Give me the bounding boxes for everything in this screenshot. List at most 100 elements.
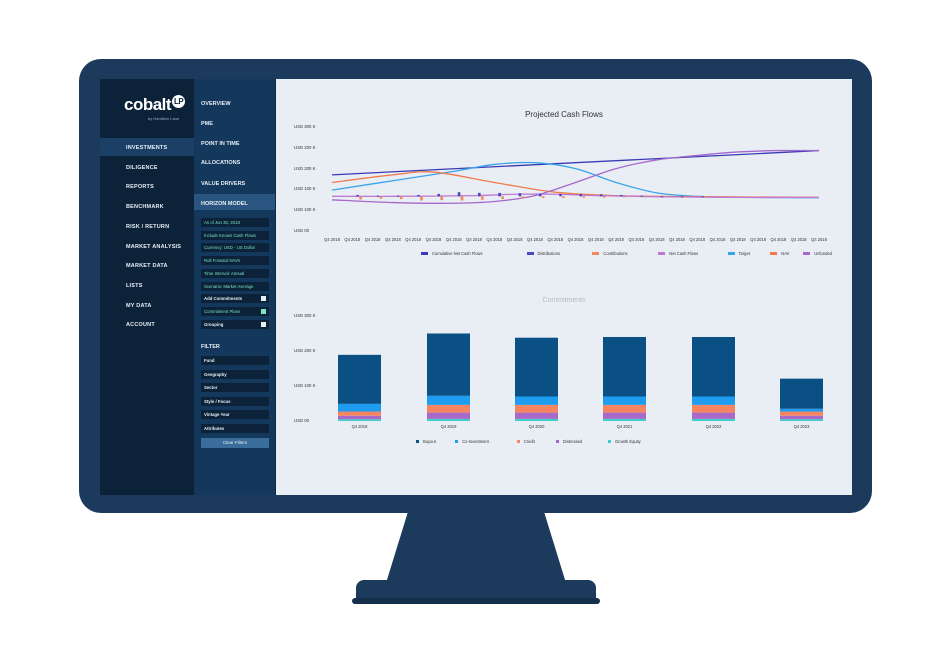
option-as-of-jun-30-2018[interactable]: As of Jun 30, 2018 [201,218,269,227]
option-label: Time Interval: Annual [204,270,245,276]
commitments-legend-buyout[interactable]: Buyout [416,439,436,444]
commitments-x-tick: Q4 2023 [793,424,810,429]
cash-flow-bar-contributions [399,196,403,200]
cash-flow-legend-distributions[interactable]: Distributions [526,251,560,256]
subnav-item-allocations[interactable]: ALLOCATIONS [201,160,241,166]
cash-flow-legend-nav[interactable]: NAV [770,251,789,256]
commitment-bar-buyout [515,337,558,397]
commitment-bar-growth-equity [780,419,823,421]
cash-flow-y-tick: USD 100 K [294,186,316,192]
cash-flow-legend-unfunded[interactable]: Unfunded [803,251,832,256]
sidebar-item-lists[interactable]: LISTS [126,282,143,289]
legend-label: Target [738,251,750,256]
cash-flow-bar-distributions [660,196,664,198]
filter-attributes[interactable]: Attributes [201,423,269,433]
cash-flow-legend-cumulative-net-cash-flows[interactable]: Cumulative Net Cash Flows [421,251,483,256]
option-label: Currency: USD - US Dollar [204,245,256,251]
commitment-bar-growth-equity [603,418,646,421]
cash-flow-legend-target[interactable]: Target [727,251,750,256]
commitment-bar-co-investment [603,396,646,405]
commitments-y-tick: USD 200 K [294,348,316,353]
filter-label: Sector [204,385,218,390]
sidebar-item-account[interactable]: ACCOUNT [126,322,155,329]
cash-flow-bar-distributions [518,193,522,197]
cash-flow-legend-contributions[interactable]: Contributions [592,251,628,256]
legend-swatch [727,252,735,256]
sidebar-item-reports[interactable]: REPORTS [126,184,154,191]
commitments-legend-distressed[interactable]: Distressed [556,439,582,444]
cash-flow-x-tick: Q4 2018 [324,237,340,242]
option-roll-forward-navs[interactable]: Roll Forward NAVs [201,256,269,266]
cash-flow-x-tick: Q4 2018 [445,237,462,242]
monitor-stand-neck [386,513,566,583]
cash-flow-bar-distributions [437,193,441,197]
sidebar-item-market-data[interactable]: MARKET DATA [126,263,168,270]
filter-heading: FILTER [201,344,220,350]
subnav-item-pme[interactable]: PME [201,121,213,127]
cash-flow-x-tick: Q4 2018 [364,237,381,242]
option-add-commitments[interactable]: Add Commitments [201,294,269,304]
clear-filters-button[interactable]: Clear Filters [201,438,269,448]
commitment-bar-co-investment [692,396,735,405]
cash-flow-line-cumulative-net-cash-flows [331,149,820,176]
commitments-legend-growth-equity[interactable]: Growth Equity [608,439,641,444]
option-include-known-cash-flows[interactable]: Include Known Cash Flows [201,230,269,240]
cash-flow-y-tick: USD 200 K [294,144,316,150]
commitment-bar-credit [780,411,823,416]
checkbox-icon[interactable] [261,321,266,327]
commitments-x-tick: Q4 2020 [528,424,545,429]
cash-flow-y-tick: USD 300 K [294,124,316,129]
legend-label: Contributions [603,251,628,256]
filter-style-focus[interactable]: Style / Focus [201,396,269,406]
commitment-bar-distressed [515,412,558,419]
cash-flow-bar-contributions [481,196,484,200]
filter-sector[interactable]: Sector [201,383,269,392]
commitment-bar-buyout [603,337,646,397]
legend-swatch [658,252,666,256]
option-currency-usd-us-dollar[interactable]: Currency: USD - US Dollar [201,243,269,253]
commitments-legend-credit[interactable]: Credit [516,439,535,444]
commitments-x-tick: Q4 2019 [440,424,457,429]
cash-flow-bar-contributions [704,196,707,198]
option-commitment-plans[interactable]: Commitment Plans [201,306,269,316]
cash-flow-bar-contributions [541,196,545,199]
active-sidebar-highlight [100,138,194,156]
cobalt-logo[interactable]: cobalt LP [124,95,186,115]
subnav-item-value-drivers[interactable]: VALUE DRIVERS [201,181,246,187]
charts-canvas [331,149,823,421]
sidebar-item-risk-return[interactable]: RISK / RETURN [126,223,170,230]
subnav-item-overview[interactable]: OVERVIEW [201,101,231,107]
cash-flow-x-tick: Q4 2018 [689,237,706,242]
legend-label: Cumulative Net Cash Flows [432,251,483,256]
option-label: Include Known Cash Flows [204,232,256,238]
sidebar-item-market-analysis[interactable]: MARKET ANALYSIS [126,243,182,250]
cash-flow-bar-distributions [478,192,481,197]
sidebar-item-investments[interactable]: INVESTMENTS [126,145,168,151]
checkbox-icon[interactable] [261,308,266,314]
cash-flow-y-tick: USD 00 [294,228,310,233]
sidebar-item-my-data[interactable]: MY DATA [126,302,152,309]
legend-swatch [455,440,459,444]
filter-label: Fund [204,358,215,363]
option-time-interval-annual[interactable]: Time Interval: Annual [201,268,269,278]
sidebar-item-benchmark[interactable]: BENCHMARK [126,204,164,211]
option-scenario-market-average[interactable]: Scenario: Market Average [201,281,269,291]
option-grouping[interactable]: Grouping [201,319,269,329]
subnav-item-point-in-time[interactable]: POINT IN TIME [201,141,240,147]
commitment-bar-buyout [780,378,823,409]
legend-swatch [556,440,559,444]
cash-flow-x-tick: Q4 2018 [648,237,665,242]
legend-label: Distressed [563,439,583,444]
cash-flow-bar-contributions [623,196,626,198]
filter-vintage-year[interactable]: Vintage Year [201,410,269,419]
cash-flow-bar-distributions [498,192,501,197]
subnav-item-horizon-model[interactable]: HORIZON MODEL [201,201,248,207]
cash-flow-legend-net-cash-flows[interactable]: Net Cash Flows [658,251,698,256]
sidebar-item-diligence[interactable]: DILIGENCE [126,164,158,171]
filter-fund[interactable]: Fund [201,356,269,365]
checkbox-icon[interactable] [261,296,266,302]
legend-label: Net Cash Flows [669,251,699,256]
filter-geography[interactable]: Geography [201,369,269,379]
commitments-legend-co-investment[interactable]: Co-Investment [455,439,489,444]
commitment-bar-buyout [427,333,470,396]
